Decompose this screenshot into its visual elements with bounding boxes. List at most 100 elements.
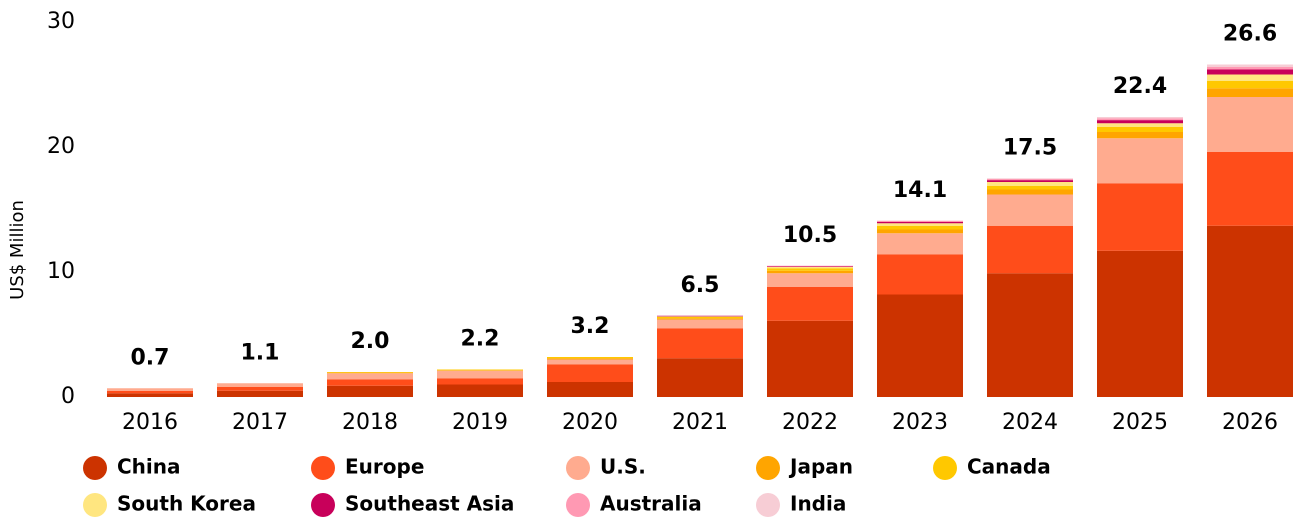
- bar-segment: [437, 384, 523, 397]
- bar-segment: [1207, 97, 1293, 152]
- bar-segment: [877, 220, 963, 222]
- total-label: 1.1: [241, 340, 280, 365]
- bar-segment: [987, 185, 1073, 190]
- bar-segment: [1207, 225, 1293, 397]
- y-tick-label: 30: [47, 9, 75, 34]
- legend-label: India: [790, 492, 846, 516]
- bar-segment: [1207, 69, 1293, 75]
- bar-segment: [987, 273, 1073, 397]
- x-tick-label: 2024: [1002, 410, 1058, 435]
- legend-label: China: [117, 455, 181, 479]
- legend-label: South Korea: [117, 492, 256, 516]
- bar-segment: [437, 369, 523, 371]
- total-label: 22.4: [1113, 74, 1167, 99]
- x-tick-label: 2018: [342, 410, 398, 435]
- legend-marker: [566, 456, 590, 480]
- bar-segment: [547, 358, 633, 360]
- bar-segment: [877, 222, 963, 224]
- legend-marker: [83, 456, 107, 480]
- bar-segment: [327, 379, 413, 386]
- x-tick-label: 2017: [232, 410, 288, 435]
- bar-segment: [327, 373, 413, 380]
- total-label: 26.6: [1223, 22, 1277, 47]
- bar-segment: [767, 266, 853, 267]
- bar-segment: [767, 273, 853, 287]
- bar-segment: [767, 267, 853, 269]
- total-label: 2.0: [351, 329, 390, 354]
- bar-segment: [327, 385, 413, 397]
- legend-label: Southeast Asia: [345, 492, 514, 516]
- y-tick-label: 20: [47, 134, 75, 159]
- x-tick-label: 2020: [562, 410, 618, 435]
- bar-segment: [657, 358, 743, 397]
- bar-segment: [1097, 138, 1183, 184]
- bar-segment: [1097, 127, 1183, 132]
- bar-segment: [217, 383, 303, 387]
- legend-marker: [756, 456, 780, 480]
- bar-segment: [987, 180, 1073, 182]
- legend-label: Europe: [345, 455, 424, 479]
- x-tick-label: 2021: [672, 410, 728, 435]
- bar-segment: [767, 268, 853, 271]
- bar-segment: [767, 287, 853, 321]
- x-tick-label: 2016: [122, 410, 178, 435]
- total-label: 2.2: [461, 327, 500, 352]
- total-label: 0.7: [131, 345, 170, 370]
- bar-segment: [547, 382, 633, 397]
- bar-segment: [1097, 118, 1183, 121]
- bar-segment: [547, 357, 633, 359]
- legend-label: Australia: [600, 492, 702, 516]
- bar-segment: [767, 265, 853, 267]
- x-tick-label: 2019: [452, 410, 508, 435]
- bar-segment: [437, 370, 523, 371]
- legend-marker: [311, 493, 335, 517]
- bar-segment: [987, 194, 1073, 226]
- bar-segment: [547, 364, 633, 382]
- x-tick-label: 2026: [1222, 410, 1278, 435]
- bar-segment: [107, 393, 193, 397]
- bar-segment: [437, 378, 523, 385]
- y-axis-label: US$ Million: [7, 200, 28, 300]
- bar-segment: [217, 387, 303, 391]
- total-label: 10.5: [783, 223, 837, 248]
- bar-segment: [877, 294, 963, 397]
- bar-segment: [1097, 117, 1183, 119]
- bar-segment: [1207, 64, 1293, 67]
- bar-segment: [547, 359, 633, 365]
- bar-segment: [657, 316, 743, 317]
- bar-segment: [657, 315, 743, 317]
- total-label: 6.5: [681, 273, 720, 298]
- bar-segment: [767, 320, 853, 397]
- legend-marker: [566, 493, 590, 517]
- bar-segment: [1097, 123, 1183, 127]
- bar-segment: [877, 225, 963, 230]
- bar-segment: [987, 225, 1073, 274]
- bar-segment: [767, 270, 853, 274]
- legend-marker: [83, 493, 107, 517]
- bar-segment: [1097, 183, 1183, 251]
- bar-segment: [877, 223, 963, 226]
- bar-segment: [657, 318, 743, 320]
- bar-segment: [327, 372, 413, 374]
- x-tick-label: 2022: [782, 410, 838, 435]
- legend-marker: [756, 493, 780, 517]
- bar-segment: [987, 178, 1073, 181]
- legend-label: Canada: [967, 455, 1051, 479]
- y-tick-label: 0: [61, 384, 75, 409]
- bar-segment: [657, 319, 743, 329]
- legend-label: U.S.: [600, 455, 646, 479]
- bar-segment: [987, 189, 1073, 195]
- bar-segment: [1097, 120, 1183, 124]
- bar-segment: [1207, 67, 1293, 70]
- bar-segment: [877, 233, 963, 255]
- x-tick-label: 2025: [1112, 410, 1168, 435]
- bar-segment: [987, 178, 1073, 179]
- legend-label: Japan: [788, 455, 853, 479]
- bar-segment: [657, 328, 743, 359]
- bar-segment: [877, 254, 963, 295]
- total-label: 14.1: [893, 178, 947, 203]
- bar-segment: [1097, 250, 1183, 397]
- bar-segment: [107, 388, 193, 391]
- legend-marker: [311, 456, 335, 480]
